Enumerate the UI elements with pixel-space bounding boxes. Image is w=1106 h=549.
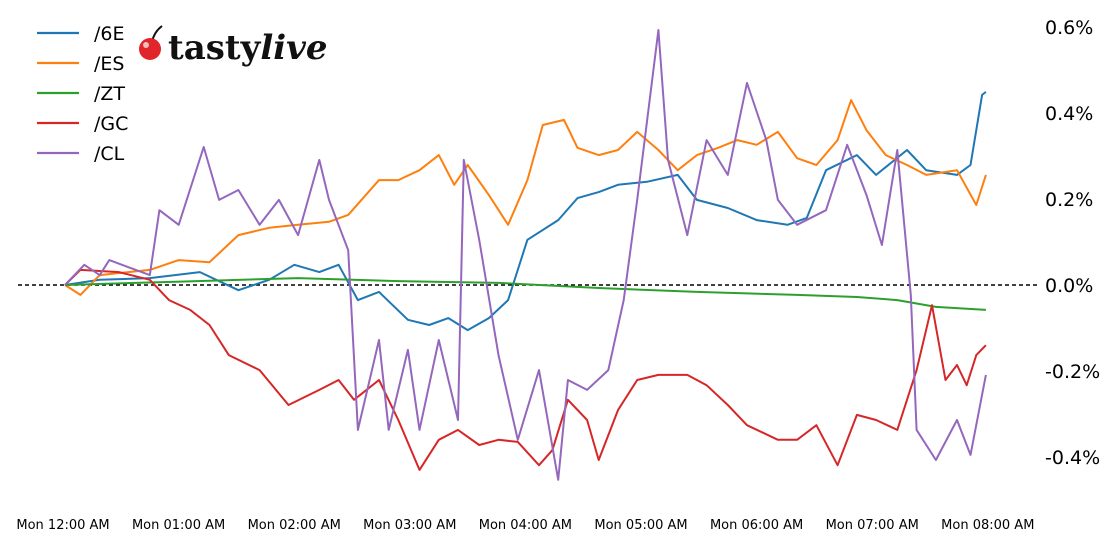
series-line-gc	[64, 268, 987, 471]
series-lines	[18, 29, 1037, 481]
legend-item: /ES	[37, 53, 124, 75]
legend-label: /6E	[94, 23, 125, 45]
series-line-cl	[64, 29, 987, 481]
legend: /6E/ES/ZT/GC/CL	[37, 23, 128, 165]
legend-item: /GC	[37, 113, 128, 135]
y-axis: 0.6% 0.4% 0.2% 0.0% -0.2% -0.4%	[1045, 17, 1100, 469]
y-tick-label: 0.4%	[1045, 103, 1093, 125]
legend-item: /ZT	[37, 83, 125, 105]
legend-item: /CL	[37, 143, 125, 165]
x-tick-label: Mon 05:00 AM	[594, 518, 687, 533]
x-tick-label: Mon 01:00 AM	[132, 518, 225, 533]
x-tick-label: Mon 02:00 AM	[248, 518, 341, 533]
legend-label: /CL	[94, 143, 125, 165]
y-tick-label: -0.4%	[1045, 447, 1100, 469]
y-tick-label: -0.2%	[1045, 361, 1100, 383]
series-line-6e	[64, 91, 987, 332]
series-line-zt	[64, 277, 986, 311]
y-tick-label: 0.6%	[1045, 17, 1093, 39]
y-tick-label: 0.2%	[1045, 189, 1093, 211]
logo-text: tasty	[168, 28, 262, 68]
x-tick-label: Mon 08:00 AM	[941, 518, 1034, 533]
legend-item: /6E	[37, 23, 125, 45]
y-tick-label: 0.0%	[1045, 275, 1093, 297]
logo-text-accent: live	[260, 28, 327, 68]
tastylive-logo: tastylive	[139, 25, 328, 68]
x-tick-label: Mon 07:00 AM	[826, 518, 919, 533]
cherry-icon	[139, 25, 163, 60]
x-tick-label: Mon 06:00 AM	[710, 518, 803, 533]
x-tick-label: Mon 12:00 AM	[16, 518, 109, 533]
svg-text:tastylive: tastylive	[168, 28, 328, 68]
legend-label: /ZT	[94, 83, 125, 105]
legend-label: /GC	[94, 113, 128, 135]
legend-label: /ES	[94, 53, 124, 75]
x-axis: Mon 12:00 AM Mon 01:00 AM Mon 02:00 AM Mon …	[16, 518, 1034, 533]
series-line-es	[64, 99, 987, 296]
x-tick-label: Mon 04:00 AM	[479, 518, 572, 533]
x-tick-label: Mon 03:00 AM	[363, 518, 456, 533]
